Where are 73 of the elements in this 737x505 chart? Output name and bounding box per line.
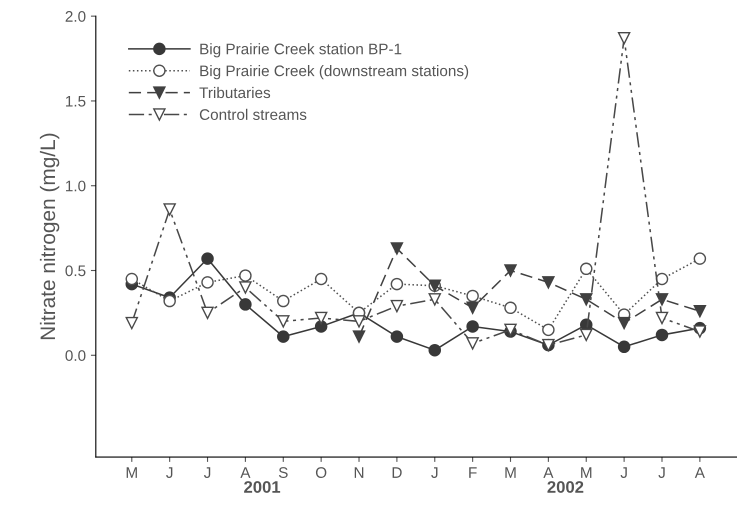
point bbox=[163, 294, 176, 308]
point bbox=[580, 293, 592, 306]
point bbox=[466, 320, 479, 333]
y-axis-title: Nitrate nitrogen (mg/L) bbox=[40, 134, 60, 340]
point bbox=[656, 272, 668, 286]
x-tick-label: J bbox=[166, 467, 172, 478]
point bbox=[277, 330, 290, 343]
x-tick-label: J bbox=[431, 467, 438, 478]
point bbox=[466, 290, 479, 302]
x-tick-label: D bbox=[392, 467, 402, 478]
point bbox=[504, 264, 517, 277]
y-tick-label: 2.0 bbox=[66, 11, 86, 22]
point bbox=[428, 293, 442, 306]
point bbox=[277, 315, 290, 328]
point bbox=[542, 276, 555, 289]
text: 2002 bbox=[547, 481, 584, 493]
point bbox=[618, 316, 630, 330]
point bbox=[314, 272, 328, 286]
point bbox=[580, 262, 592, 276]
point bbox=[126, 316, 138, 330]
point bbox=[314, 320, 328, 333]
point bbox=[428, 344, 442, 356]
legend-label: Big Prairie Creek station BP-1 bbox=[200, 43, 402, 58]
x-tick-label: A bbox=[240, 467, 250, 478]
point bbox=[580, 328, 592, 342]
point bbox=[656, 312, 668, 324]
legend-label: Big Prairie Creek (downstream stations) bbox=[200, 65, 468, 80]
point bbox=[352, 315, 366, 328]
point bbox=[201, 276, 214, 289]
y-tick-label: 1.0 bbox=[66, 180, 86, 192]
y-tick-label: 0.5 bbox=[65, 265, 86, 276]
legend-label: Tributaries bbox=[199, 86, 270, 98]
x-tick-label: N bbox=[354, 467, 364, 478]
point bbox=[618, 32, 630, 44]
x-tick-label: M bbox=[126, 467, 137, 478]
point bbox=[390, 300, 404, 312]
x-tick-label: O bbox=[316, 467, 326, 478]
point bbox=[163, 203, 176, 216]
point bbox=[542, 324, 555, 336]
x-tick-label: M bbox=[581, 467, 592, 478]
legend-label: Control streams bbox=[200, 108, 306, 120]
point bbox=[694, 252, 706, 265]
point bbox=[239, 269, 252, 282]
point bbox=[314, 312, 328, 324]
x-tick-label: S bbox=[278, 467, 288, 478]
y-tick-label: 0.0 bbox=[65, 350, 86, 361]
point bbox=[390, 330, 404, 343]
point bbox=[201, 252, 214, 265]
x-tick-label: A bbox=[694, 467, 705, 478]
point bbox=[656, 328, 668, 342]
x-tick-label: A bbox=[543, 467, 554, 478]
x-tick-label: F bbox=[469, 467, 477, 478]
point bbox=[618, 340, 630, 354]
y-tick-label: 1.5 bbox=[66, 96, 86, 107]
point bbox=[352, 330, 366, 343]
text: 2001 bbox=[244, 481, 280, 493]
point bbox=[390, 242, 404, 255]
point bbox=[694, 304, 706, 318]
x-tick-label: M bbox=[505, 467, 516, 478]
point bbox=[656, 293, 668, 306]
point bbox=[694, 325, 706, 338]
point bbox=[504, 302, 517, 314]
x-tick-label: J bbox=[658, 467, 665, 478]
point bbox=[466, 302, 479, 314]
point bbox=[390, 278, 404, 290]
point bbox=[126, 272, 138, 286]
point bbox=[466, 337, 479, 350]
point bbox=[239, 281, 252, 294]
point bbox=[277, 294, 290, 308]
point bbox=[239, 298, 252, 311]
x-tick-label: J bbox=[204, 467, 210, 478]
point bbox=[201, 306, 214, 320]
x-tick-label: J bbox=[620, 467, 627, 478]
